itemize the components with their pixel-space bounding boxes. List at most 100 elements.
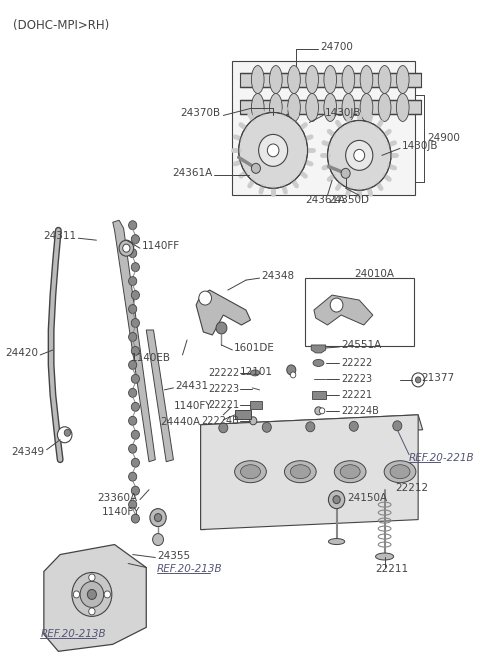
Text: 12101: 12101 <box>240 367 273 377</box>
Bar <box>312 391 326 399</box>
Text: 22222: 22222 <box>341 358 372 368</box>
Text: 22224B: 22224B <box>341 406 379 416</box>
Text: 22212: 22212 <box>396 482 429 493</box>
Ellipse shape <box>360 94 373 121</box>
Circle shape <box>129 360 137 370</box>
Ellipse shape <box>240 465 261 478</box>
Text: 1430JB: 1430JB <box>402 142 438 152</box>
Circle shape <box>132 403 140 411</box>
Text: 24349: 24349 <box>12 447 45 457</box>
Text: 24348: 24348 <box>262 271 295 281</box>
Text: 22224B: 22224B <box>202 416 240 426</box>
Circle shape <box>412 373 424 387</box>
Circle shape <box>129 473 137 481</box>
Circle shape <box>129 444 137 453</box>
Text: 24311: 24311 <box>43 231 76 241</box>
Circle shape <box>132 318 140 328</box>
Circle shape <box>132 347 140 355</box>
Circle shape <box>150 509 166 527</box>
Circle shape <box>129 304 137 314</box>
Circle shape <box>132 458 140 467</box>
Circle shape <box>132 235 140 244</box>
Ellipse shape <box>251 370 260 376</box>
Ellipse shape <box>328 538 345 544</box>
Circle shape <box>199 291 212 305</box>
Polygon shape <box>44 544 146 651</box>
Ellipse shape <box>396 94 409 121</box>
Text: REF.20-221B: REF.20-221B <box>409 453 475 463</box>
Circle shape <box>155 513 162 521</box>
Text: (DOHC-MPI>RH): (DOHC-MPI>RH) <box>13 18 109 32</box>
Circle shape <box>315 407 322 415</box>
Text: 1140EB: 1140EB <box>131 353 171 363</box>
Ellipse shape <box>290 465 310 478</box>
Ellipse shape <box>340 465 360 478</box>
Circle shape <box>58 427 72 443</box>
Ellipse shape <box>306 65 318 94</box>
Text: 22223: 22223 <box>208 384 240 394</box>
Circle shape <box>104 591 110 598</box>
Circle shape <box>219 423 228 433</box>
Polygon shape <box>311 345 326 353</box>
Circle shape <box>287 365 296 375</box>
Text: 23360A: 23360A <box>97 493 137 503</box>
Text: 24440A: 24440A <box>160 416 201 427</box>
Text: 22223: 22223 <box>341 374 372 384</box>
Circle shape <box>129 416 137 425</box>
Circle shape <box>216 322 227 334</box>
Text: 24150A: 24150A <box>348 493 387 503</box>
Circle shape <box>129 221 137 230</box>
Ellipse shape <box>390 465 410 478</box>
Circle shape <box>123 244 130 252</box>
Polygon shape <box>146 330 173 462</box>
Circle shape <box>328 491 345 509</box>
Circle shape <box>132 514 140 523</box>
Text: 24350D: 24350D <box>328 195 370 205</box>
Circle shape <box>415 377 421 383</box>
Text: 22221: 22221 <box>208 400 240 410</box>
Circle shape <box>129 248 137 258</box>
Text: 22221: 22221 <box>341 390 372 400</box>
Circle shape <box>327 121 391 190</box>
Ellipse shape <box>252 94 264 121</box>
Circle shape <box>132 291 140 300</box>
Circle shape <box>333 496 340 503</box>
Text: 24355: 24355 <box>157 550 190 561</box>
Text: 24900: 24900 <box>427 133 460 144</box>
Circle shape <box>349 421 359 431</box>
Circle shape <box>73 591 80 598</box>
Circle shape <box>129 388 137 397</box>
Text: 24420: 24420 <box>5 348 38 358</box>
Circle shape <box>354 150 365 161</box>
Ellipse shape <box>396 65 409 94</box>
Text: 24431: 24431 <box>175 381 208 391</box>
Circle shape <box>330 298 343 312</box>
Ellipse shape <box>378 94 391 121</box>
Ellipse shape <box>269 65 282 94</box>
Circle shape <box>132 486 140 495</box>
Circle shape <box>89 574 95 581</box>
Text: 22222: 22222 <box>208 368 240 378</box>
Text: 21377: 21377 <box>421 373 454 383</box>
Bar <box>240 72 421 86</box>
Text: 1140FF: 1140FF <box>142 241 180 251</box>
Circle shape <box>129 333 137 341</box>
Polygon shape <box>232 61 415 195</box>
Circle shape <box>250 416 257 425</box>
Circle shape <box>267 144 279 157</box>
Circle shape <box>89 608 95 615</box>
Text: 22211: 22211 <box>375 565 408 575</box>
Text: 24370B: 24370B <box>180 109 221 119</box>
Circle shape <box>239 113 308 188</box>
Ellipse shape <box>334 461 366 482</box>
Polygon shape <box>196 290 251 335</box>
Text: 1140FY: 1140FY <box>101 507 140 517</box>
Text: 1140FY: 1140FY <box>174 401 213 411</box>
Text: 24361A: 24361A <box>172 168 213 179</box>
Ellipse shape <box>342 65 355 94</box>
Ellipse shape <box>288 94 300 121</box>
Circle shape <box>393 421 402 431</box>
Circle shape <box>72 573 112 616</box>
Ellipse shape <box>269 94 282 121</box>
Text: 24010A: 24010A <box>355 269 395 279</box>
